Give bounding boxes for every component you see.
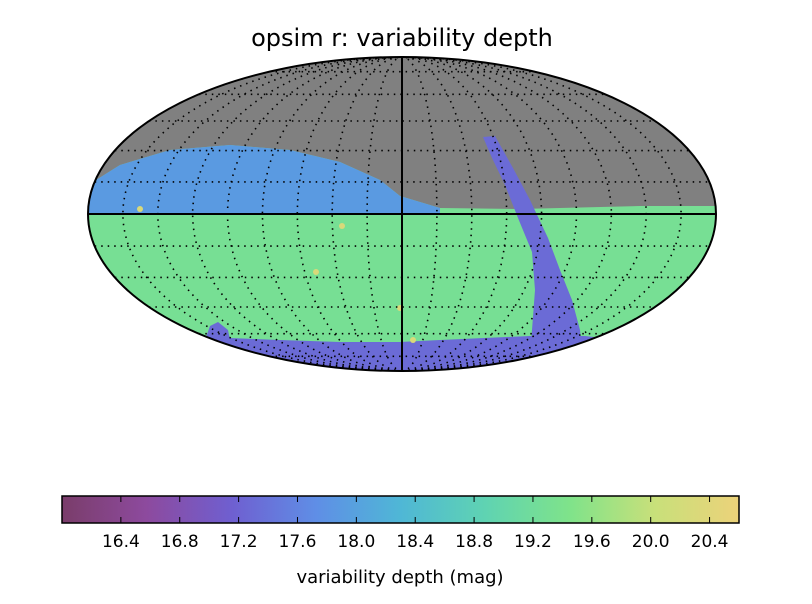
colorbar-tick-label: 18.4 — [396, 532, 434, 552]
colorbar-tick-label: 20.0 — [632, 532, 670, 552]
unobserved-region — [88, 57, 716, 209]
northern-observed-band — [88, 145, 440, 214]
bright-spot — [313, 269, 319, 275]
colorbar: 16.4 16.8 17.2 17.6 18.0 18.4 18.8 19.2 19.6 20.0… — [61, 495, 740, 588]
colorbar-tick-label: 18.0 — [337, 532, 375, 552]
colorbar-tick-label: 18.8 — [455, 532, 493, 552]
colorbar-tick-label: 20.4 — [691, 532, 729, 552]
sky-map-outline — [87, 56, 717, 372]
colorbar-tick-label: 17.2 — [220, 532, 258, 552]
colorbar-tick-label: 19.2 — [514, 532, 552, 552]
bright-spots — [137, 206, 416, 343]
galactic-plane-region — [483, 136, 585, 371]
chart-title: opsim r: variability depth — [251, 24, 553, 52]
bright-spot — [410, 337, 416, 343]
meridian-line — [401, 57, 438, 371]
meridian-line — [191, 57, 403, 371]
sky-map — [87, 56, 717, 372]
south-pole-region — [88, 336, 716, 371]
colorbar-label: variability depth (mag) — [296, 567, 503, 588]
colorbar-tick-label: 16.8 — [161, 532, 199, 552]
colorbar-ticks: 16.4 16.8 17.2 17.6 18.0 18.4 18.8 19.2 19.6 20.0… — [102, 496, 729, 552]
meridian-line — [366, 57, 403, 371]
bright-spot — [137, 206, 143, 212]
colorbar-tick-label: 17.6 — [279, 532, 317, 552]
bright-spot — [339, 223, 345, 229]
colorbar-bar — [61, 495, 740, 524]
colorbar-tick-label: 16.4 — [102, 532, 140, 552]
colorbar-tick-label: 19.6 — [573, 532, 611, 552]
